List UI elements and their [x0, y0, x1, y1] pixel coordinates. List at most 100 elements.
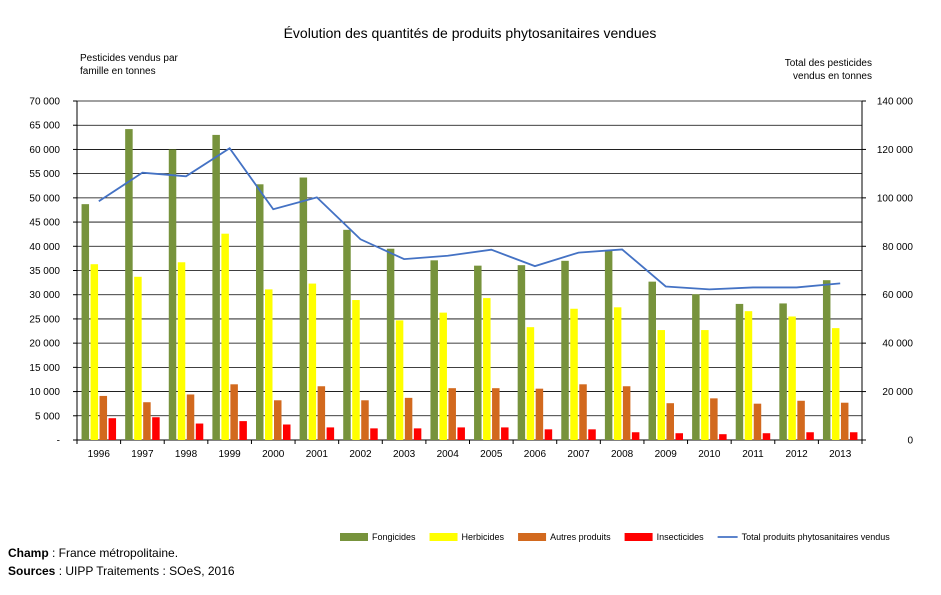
x-tick-label: 2006 [524, 449, 547, 460]
bar-herbicides [265, 289, 273, 440]
bar-herbicides [657, 330, 665, 440]
x-tick-label: 1999 [219, 449, 242, 460]
bar-insecticides [326, 427, 335, 440]
bar-insecticides [413, 428, 422, 440]
bar-herbicides [90, 264, 99, 440]
y-left-tick-label: 60 000 [29, 145, 60, 156]
bar-fongicides [735, 303, 744, 440]
bar-insecticides [849, 432, 858, 440]
y-left-tick-label: 25 000 [29, 314, 60, 325]
x-tick-label: 2004 [437, 449, 460, 460]
y-left-tick-label: 50 000 [29, 193, 60, 204]
bar-fongicides [430, 260, 438, 440]
bar-insecticides [544, 429, 553, 440]
bar-fongicides [822, 280, 831, 440]
legend-swatch [429, 533, 458, 541]
bar-fongicides [343, 229, 351, 440]
legend-label: Herbicides [462, 532, 505, 542]
y-right-tick-label: 20 000 [882, 387, 913, 398]
y-left-tick-label: 70 000 [29, 97, 60, 108]
legend-swatch [624, 533, 653, 541]
bar-autres-produits [99, 395, 108, 440]
legend-label: Autres produits [550, 532, 611, 542]
bar-autres-produits [448, 388, 456, 440]
legend-label: Insecticides [657, 532, 705, 542]
y-axis-right-label-line: vendus en tonnes [793, 71, 872, 82]
note-champ-label: Champ [8, 546, 49, 560]
note-champ: Champ : France métropolitaine. [8, 546, 178, 560]
y-left-tick-label: 20 000 [29, 339, 60, 350]
x-tick-label: 2008 [611, 449, 634, 460]
note-sources-text: : UIPP Traitements : SOeS, 2016 [55, 564, 235, 578]
bar-autres-produits [361, 400, 369, 440]
y-right-tick-label: 140 000 [877, 97, 914, 108]
bar-herbicides [701, 330, 709, 440]
bar-autres-produits [317, 386, 326, 440]
bar-fongicides [256, 184, 264, 440]
bar-fongicides [561, 260, 569, 440]
x-tick-label: 1997 [131, 449, 154, 460]
legend-swatch [518, 533, 547, 541]
bar-fongicides [779, 303, 787, 440]
bar-fongicides [299, 177, 308, 440]
bar-autres-produits [753, 403, 762, 440]
bar-autres-produits [186, 394, 195, 440]
y-right-tick-label: 40 000 [882, 339, 913, 350]
bar-fongicides [517, 265, 526, 440]
bar-autres-produits [710, 398, 718, 440]
bar-insecticides [283, 424, 291, 440]
y-left-tick-label: 35 000 [29, 266, 60, 277]
bar-insecticides [762, 433, 771, 440]
bar-herbicides [831, 328, 840, 440]
legend-swatch [340, 533, 368, 541]
bar-autres-produits [492, 388, 500, 440]
y-left-tick-label: 30 000 [29, 290, 60, 301]
bar-herbicides [177, 262, 186, 440]
line-total-series [98, 146, 841, 291]
bar-herbicides [483, 298, 491, 440]
bar-autres-produits [797, 400, 805, 440]
y-left-tick-label: 40 000 [29, 242, 60, 253]
y-right-tick-label: 80 000 [882, 242, 913, 253]
bar-insecticides [239, 421, 247, 440]
bar-insecticides [588, 429, 596, 440]
y-left-tick-label: 5 000 [35, 411, 60, 422]
bar-insecticides [108, 418, 117, 440]
bar-herbicides [744, 311, 753, 440]
x-tick-label: 1998 [175, 449, 198, 460]
bar-autres-produits [579, 384, 587, 440]
note-sources: Sources : UIPP Traitements : SOeS, 2016 [8, 564, 235, 578]
y-left-tick-label: 45 000 [29, 218, 60, 229]
bar-autres-produits [622, 386, 631, 440]
bar-autres-produits [143, 402, 151, 440]
bar-herbicides [439, 312, 447, 440]
bar-autres-produits [535, 388, 544, 440]
bar-insecticides [501, 427, 509, 440]
x-tick-label: 2013 [829, 449, 852, 460]
bar-insecticides [195, 423, 204, 440]
bar-autres-produits [230, 384, 238, 440]
y-axis-left-label-line: famille en tonnes [80, 66, 156, 77]
bar-fongicides [692, 294, 700, 440]
x-tick-label: 2005 [480, 449, 503, 460]
y-right-tick-label: 100 000 [877, 193, 914, 204]
bar-herbicides [526, 327, 535, 440]
bar-autres-produits [274, 400, 282, 440]
bar-insecticides [631, 432, 640, 440]
bar-herbicides [352, 300, 360, 440]
y-right-tick-label: 60 000 [882, 290, 913, 301]
bar-herbicides [134, 276, 142, 440]
bar-fongicides [168, 149, 177, 440]
bar-insecticides [719, 434, 727, 440]
bar-fongicides [604, 250, 613, 440]
bar-autres-produits [840, 402, 849, 440]
bar-fongicides [386, 248, 395, 440]
bar-herbicides [308, 283, 317, 440]
legend-label: Total produits phytosanitaires vendus [742, 532, 891, 542]
bar-herbicides [570, 308, 578, 440]
bar-fongicides [474, 265, 482, 440]
bar-insecticides [675, 433, 683, 440]
y-left-tick-label: 15 000 [29, 363, 60, 374]
y-left-tick-label: 65 000 [29, 121, 60, 132]
